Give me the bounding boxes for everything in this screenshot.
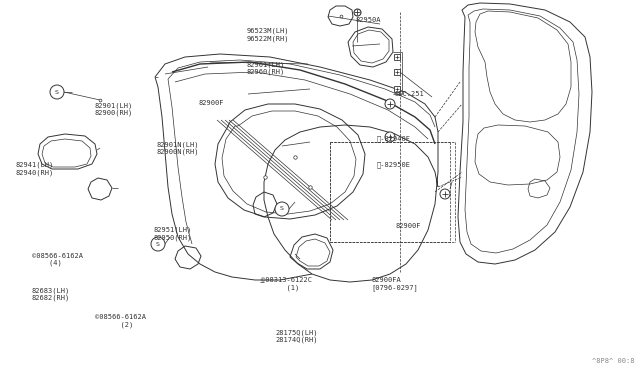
Text: 82683(LH)
82682(RH): 82683(LH) 82682(RH) [32, 287, 70, 301]
Text: ^8P8^ 00:8: ^8P8^ 00:8 [593, 358, 635, 364]
Text: 96523M(LH)
96522M(RH): 96523M(LH) 96522M(RH) [246, 28, 289, 42]
Text: 82900F: 82900F [396, 223, 421, 229]
Circle shape [385, 99, 395, 109]
Text: 28175Q(LH)
28174Q(RH): 28175Q(LH) 28174Q(RH) [275, 329, 317, 343]
Text: 82951(LH)
82950(RH): 82951(LH) 82950(RH) [154, 227, 192, 241]
Text: 82950A: 82950A [355, 17, 381, 23]
Text: 82900FA
[0796-0297]: 82900FA [0796-0297] [371, 277, 418, 291]
Text: ©08566-6162A
      (2): ©08566-6162A (2) [95, 314, 146, 328]
Text: ①-82950E: ①-82950E [376, 162, 410, 169]
Circle shape [440, 189, 450, 199]
Text: SEC.251: SEC.251 [395, 91, 424, 97]
Circle shape [151, 237, 165, 251]
Text: 82900F: 82900F [198, 100, 224, 106]
Text: S: S [55, 90, 59, 94]
Text: 82961(LH)
82960(RH): 82961(LH) 82960(RH) [246, 61, 285, 76]
Text: ©08313-6122C
      (1): ©08313-6122C (1) [261, 277, 312, 291]
Text: 82901N(LH)
82900N(RH): 82901N(LH) 82900N(RH) [157, 141, 199, 155]
Text: ©08566-6162A
    (4): ©08566-6162A (4) [32, 253, 83, 266]
Circle shape [385, 132, 395, 142]
Circle shape [50, 85, 64, 99]
Text: S: S [280, 206, 284, 212]
Circle shape [275, 202, 289, 216]
Text: S: S [156, 241, 160, 247]
Text: 82941(LH)
82940(RH): 82941(LH) 82940(RH) [16, 162, 54, 176]
Text: ①-82940F: ①-82940F [376, 136, 410, 142]
Text: 82901(LH)
82900(RH): 82901(LH) 82900(RH) [95, 102, 133, 116]
